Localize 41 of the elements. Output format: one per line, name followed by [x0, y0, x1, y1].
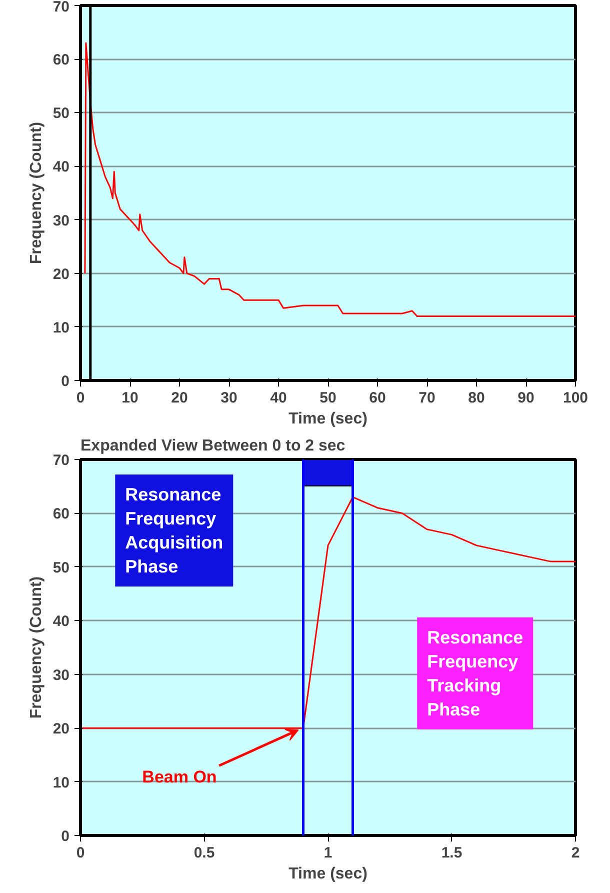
annotation: Beam On — [142, 767, 217, 786]
x-tick-label: 60 — [369, 390, 386, 406]
x-tick-label: 0 — [76, 844, 85, 862]
line-series — [84, 42, 576, 317]
y-tick-label: 10 — [52, 319, 70, 336]
y-tick-label: 50 — [52, 105, 70, 122]
annotation: Resonance Frequency Tracking Phase — [427, 627, 524, 720]
y-tick-label: 70 — [52, 0, 70, 16]
x-tick-label: 0 — [76, 390, 85, 406]
y-tick-label: 0 — [61, 373, 70, 390]
y-tick-label: 70 — [52, 452, 70, 469]
x-tick-label: 2 — [571, 844, 580, 862]
x-tick-label: 50 — [320, 390, 336, 406]
x-axis-title: Time (sec) — [288, 410, 368, 428]
annotation: Resonance Frequency Acquisition Phase — [125, 484, 224, 577]
y-axis-title: Frequency (Count) — [28, 576, 45, 719]
y-tick-label: 40 — [52, 158, 70, 176]
chart-title: Expanded View Between 0 to 2 sec — [80, 438, 346, 454]
x-tick-label: 70 — [418, 390, 436, 406]
y-tick-label: 60 — [52, 52, 70, 69]
x-tick-label: 20 — [171, 390, 188, 406]
y-tick-label: 10 — [52, 774, 70, 792]
y-axis-title: Frequency (Count) — [28, 122, 45, 264]
y-tick-label: 60 — [52, 506, 70, 523]
x-tick-label: 80 — [468, 390, 485, 406]
x-axis-title: Time (sec) — [288, 866, 368, 882]
y-tick-label: 20 — [52, 266, 70, 283]
y-tick-label: 40 — [52, 613, 70, 630]
x-tick-label: 90 — [518, 390, 534, 406]
x-tick-label: 10 — [122, 390, 138, 406]
x-tick-label: 30 — [220, 390, 238, 406]
x-tick-label: 0.5 — [194, 844, 215, 862]
y-tick-label: 20 — [52, 720, 70, 738]
y-tick-label: 50 — [52, 559, 70, 576]
x-tick-label: 1.5 — [441, 844, 462, 862]
y-tick-label: 30 — [52, 212, 70, 230]
y-tick-label: 0 — [61, 828, 70, 845]
y-tick-label: 30 — [52, 666, 70, 684]
x-tick-label: 100 — [562, 390, 588, 406]
x-tick-label: 1 — [324, 844, 332, 862]
x-tick-label: 40 — [270, 390, 287, 406]
